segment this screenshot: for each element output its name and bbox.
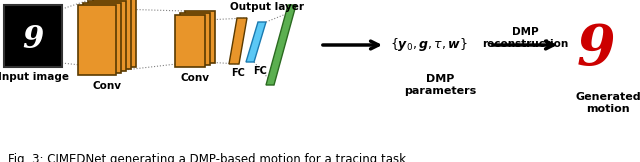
Text: Fig. 3: CIMEDNet generating a DMP-based motion for a tracing task: Fig. 3: CIMEDNet generating a DMP-based …	[8, 153, 406, 162]
Bar	[4, 5, 62, 67]
Text: Output layer: Output layer	[230, 2, 304, 12]
Text: Conv: Conv	[180, 73, 209, 83]
Bar	[78, 5, 116, 75]
Text: DMP
reconstruction: DMP reconstruction	[482, 27, 568, 49]
Bar	[180, 13, 210, 65]
Text: FC: FC	[253, 66, 267, 76]
Text: DMP
parameters: DMP parameters	[404, 74, 476, 96]
Bar	[175, 15, 205, 67]
Bar	[88, 1, 126, 71]
Bar	[93, 0, 131, 69]
Bar	[185, 11, 215, 63]
Bar	[83, 3, 121, 73]
Text: 9: 9	[577, 23, 615, 77]
Bar	[98, 0, 136, 67]
Text: $\{$$\boldsymbol{y}_0$$,$$\boldsymbol{g}$$,\tau,$$\boldsymbol{w}$$\}$: $\{$$\boldsymbol{y}_0$$,$$\boldsymbol{g}…	[390, 36, 468, 53]
Text: Conv: Conv	[93, 81, 122, 91]
Polygon shape	[229, 18, 247, 64]
Text: Input image: Input image	[0, 72, 68, 82]
Text: FC: FC	[231, 68, 245, 78]
Polygon shape	[246, 22, 266, 62]
Polygon shape	[266, 5, 296, 85]
Text: Generated
motion: Generated motion	[575, 92, 640, 114]
Text: 9: 9	[22, 23, 44, 54]
